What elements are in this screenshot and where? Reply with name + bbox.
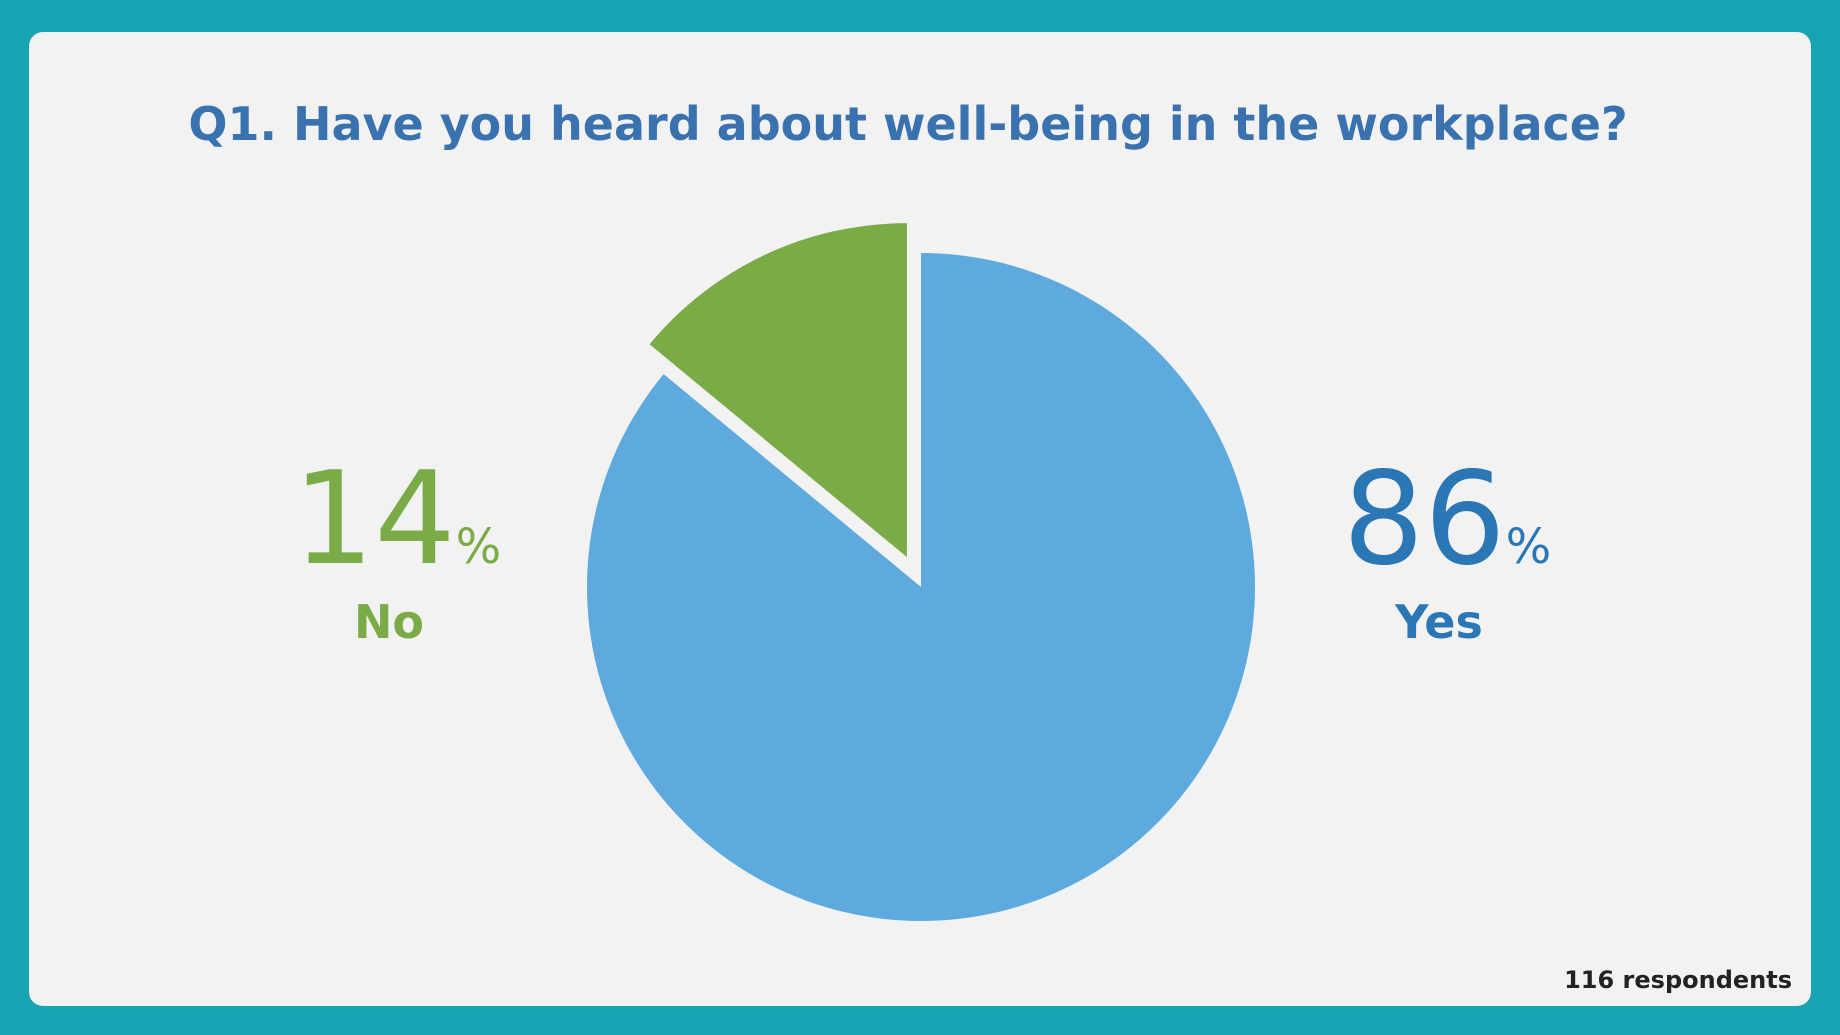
pie-slice [649, 223, 907, 558]
value-label: 14% [293, 445, 501, 594]
category-label: No [354, 595, 424, 649]
value-number: 86 [1343, 445, 1506, 594]
chart-title: Q1. Have you heard about well-being in t… [188, 97, 1627, 151]
value-label: 86% [1343, 445, 1551, 594]
value-unit: % [1506, 519, 1552, 575]
value-unit: % [456, 519, 502, 575]
pie-slice [587, 253, 1256, 921]
category-label: Yes [1394, 595, 1483, 649]
footnote: 116 respondents [1564, 966, 1792, 994]
card [29, 32, 1811, 1006]
value-number: 14 [293, 445, 456, 594]
